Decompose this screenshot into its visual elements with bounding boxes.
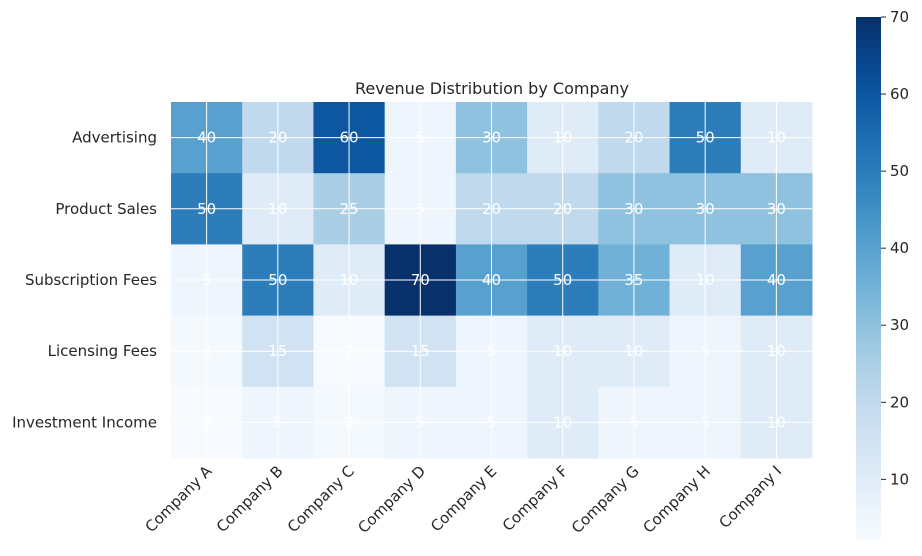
cell-value-label: 5 [629, 413, 639, 431]
colorbar-ticks: 10 20 30 40 50 60 70 [881, 8, 909, 488]
cell-value-label: 5 [700, 413, 710, 431]
x-tick-label: Company H [639, 462, 714, 537]
cell-value-label: 40 [482, 271, 501, 289]
x-tick-label: Company I [716, 462, 786, 532]
cell-value-label: 50 [268, 271, 287, 289]
cell-value-label: 2 [202, 413, 212, 431]
cell-value-label: 5 [487, 342, 497, 360]
cell-value-label: 20 [624, 129, 643, 147]
y-tick-label: Subscription Fees [25, 271, 157, 289]
cell-value-label: 10 [340, 271, 359, 289]
cell-value-label: 10 [624, 342, 643, 360]
cell-value-label: 5 [416, 200, 426, 218]
colorbar-tick-label: 70 [890, 8, 909, 26]
cell-value-label: 10 [696, 271, 715, 289]
colorbar: 10 20 30 40 50 60 70 [856, 8, 909, 541]
cell-value-label: 35 [624, 271, 643, 289]
cell-value-label: 5 [416, 129, 426, 147]
colorbar-gradient [856, 17, 881, 541]
colorbar-tick-label: 40 [890, 239, 909, 257]
cell-value-label: 60 [340, 129, 359, 147]
cell-value-label: 30 [696, 200, 715, 218]
cell-value-label: 10 [268, 200, 287, 218]
cell-value-label: 70 [411, 271, 430, 289]
cell-value-label: 10 [553, 342, 572, 360]
y-axis-tick-labels: Advertising Product Sales Subscription Fee… [12, 129, 157, 432]
cell-value-label: 50 [553, 271, 572, 289]
x-tick-label: Company F [499, 462, 572, 535]
colorbar-tick-label: 30 [890, 316, 909, 334]
cell-value-label: 5 [416, 413, 426, 431]
cell-value-label: 3 [202, 342, 212, 360]
cell-value-label: 3 [344, 413, 354, 431]
y-tick-label: Investment Income [12, 413, 157, 431]
cell-value-label: 15 [411, 342, 430, 360]
cell-value-label: 20 [482, 200, 501, 218]
colorbar-tick-label: 50 [890, 162, 909, 180]
cell-value-label: 50 [696, 129, 715, 147]
cell-value-label: 10 [553, 413, 572, 431]
x-tick-label: Company D [354, 462, 429, 537]
cell-value-label: 10 [553, 129, 572, 147]
cell-value-label: 10 [767, 413, 786, 431]
cell-value-label: 40 [197, 129, 216, 147]
x-tick-label: Company B [213, 462, 287, 536]
colorbar-tick-label: 10 [890, 470, 909, 488]
y-tick-label: Licensing Fees [48, 342, 158, 360]
cell-value-label: 5 [700, 342, 710, 360]
chart-title: Revenue Distribution by Company [355, 79, 629, 98]
heatmap-grid [171, 102, 812, 458]
cell-value-label: 30 [482, 129, 501, 147]
cell-value-label: 10 [767, 129, 786, 147]
cell-value-label: 30 [624, 200, 643, 218]
x-tick-label: Company A [142, 462, 216, 536]
x-tick-label: Company C [284, 462, 358, 536]
cell-value-label: 30 [767, 200, 786, 218]
colorbar-tick-label: 60 [890, 85, 909, 103]
cell-value-label: 20 [268, 129, 287, 147]
cell-value-label: 5 [273, 413, 283, 431]
cell-value-label: 10 [767, 342, 786, 360]
cell-value-label: 2 [344, 342, 354, 360]
cell-value-label: 20 [553, 200, 572, 218]
cell-value-label: 5 [487, 413, 497, 431]
cell-value-label: 5 [202, 271, 212, 289]
x-tick-label: Company G [568, 462, 643, 537]
cell-value-label: 15 [268, 342, 287, 360]
y-tick-label: Advertising [72, 129, 157, 147]
cell-value-label: 40 [767, 271, 786, 289]
colorbar-tick-label: 20 [890, 393, 909, 411]
cell-value-label: 50 [197, 200, 216, 218]
x-tick-label: Company E [427, 462, 500, 535]
cell-value-label: 25 [340, 200, 359, 218]
y-tick-label: Product Sales [55, 200, 157, 218]
